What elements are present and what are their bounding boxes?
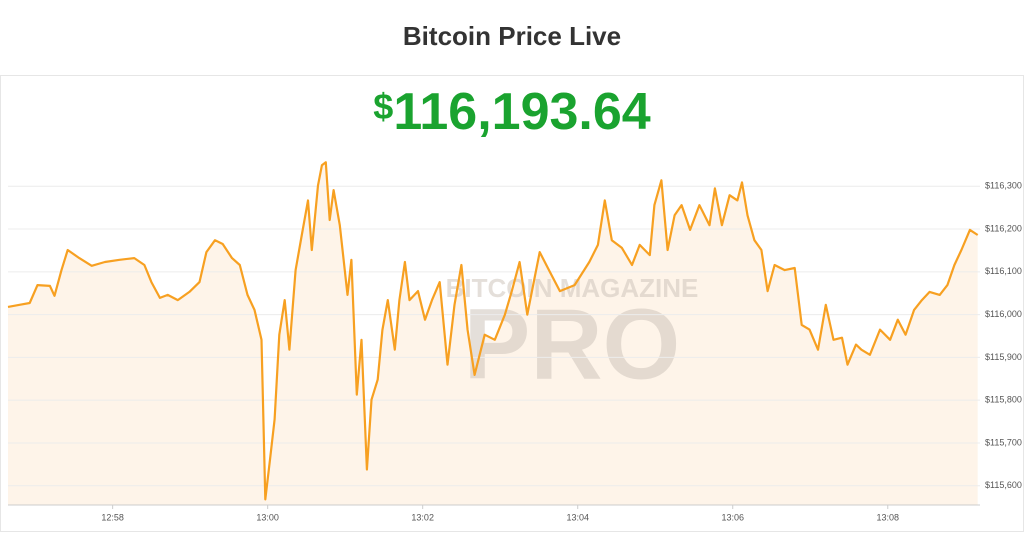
- x-tick-label: 13:02: [411, 512, 434, 522]
- watermark-top: BITCOIN MAGAZINE: [446, 273, 699, 303]
- x-tick-label: 13:04: [566, 512, 589, 522]
- chart-title: Bitcoin Price Live: [403, 21, 621, 51]
- y-tick-label: $116,300: [985, 181, 1022, 191]
- y-tick-label: $116,200: [985, 223, 1022, 233]
- price-line: [7, 161, 979, 501]
- y-tick-label: $115,700: [985, 437, 1022, 447]
- price-value: 116,193.64: [393, 83, 650, 141]
- x-tick-label: 13:00: [256, 512, 279, 522]
- watermark-main: PRO: [464, 288, 681, 400]
- x-tick-label: 12:58: [101, 512, 124, 522]
- price-display: $116,193.64: [373, 83, 650, 141]
- y-tick-label: $115,900: [985, 352, 1022, 362]
- price-area: [8, 162, 978, 506]
- price-currency: $: [373, 86, 393, 127]
- y-tick-label: $115,800: [985, 395, 1022, 405]
- y-tick-label: $115,600: [985, 480, 1022, 490]
- y-tick-label: $116,100: [985, 266, 1022, 276]
- y-tick-label: $116,000: [985, 309, 1022, 319]
- x-tick-label: 13:06: [721, 512, 744, 522]
- x-tick-label: 13:08: [876, 512, 899, 522]
